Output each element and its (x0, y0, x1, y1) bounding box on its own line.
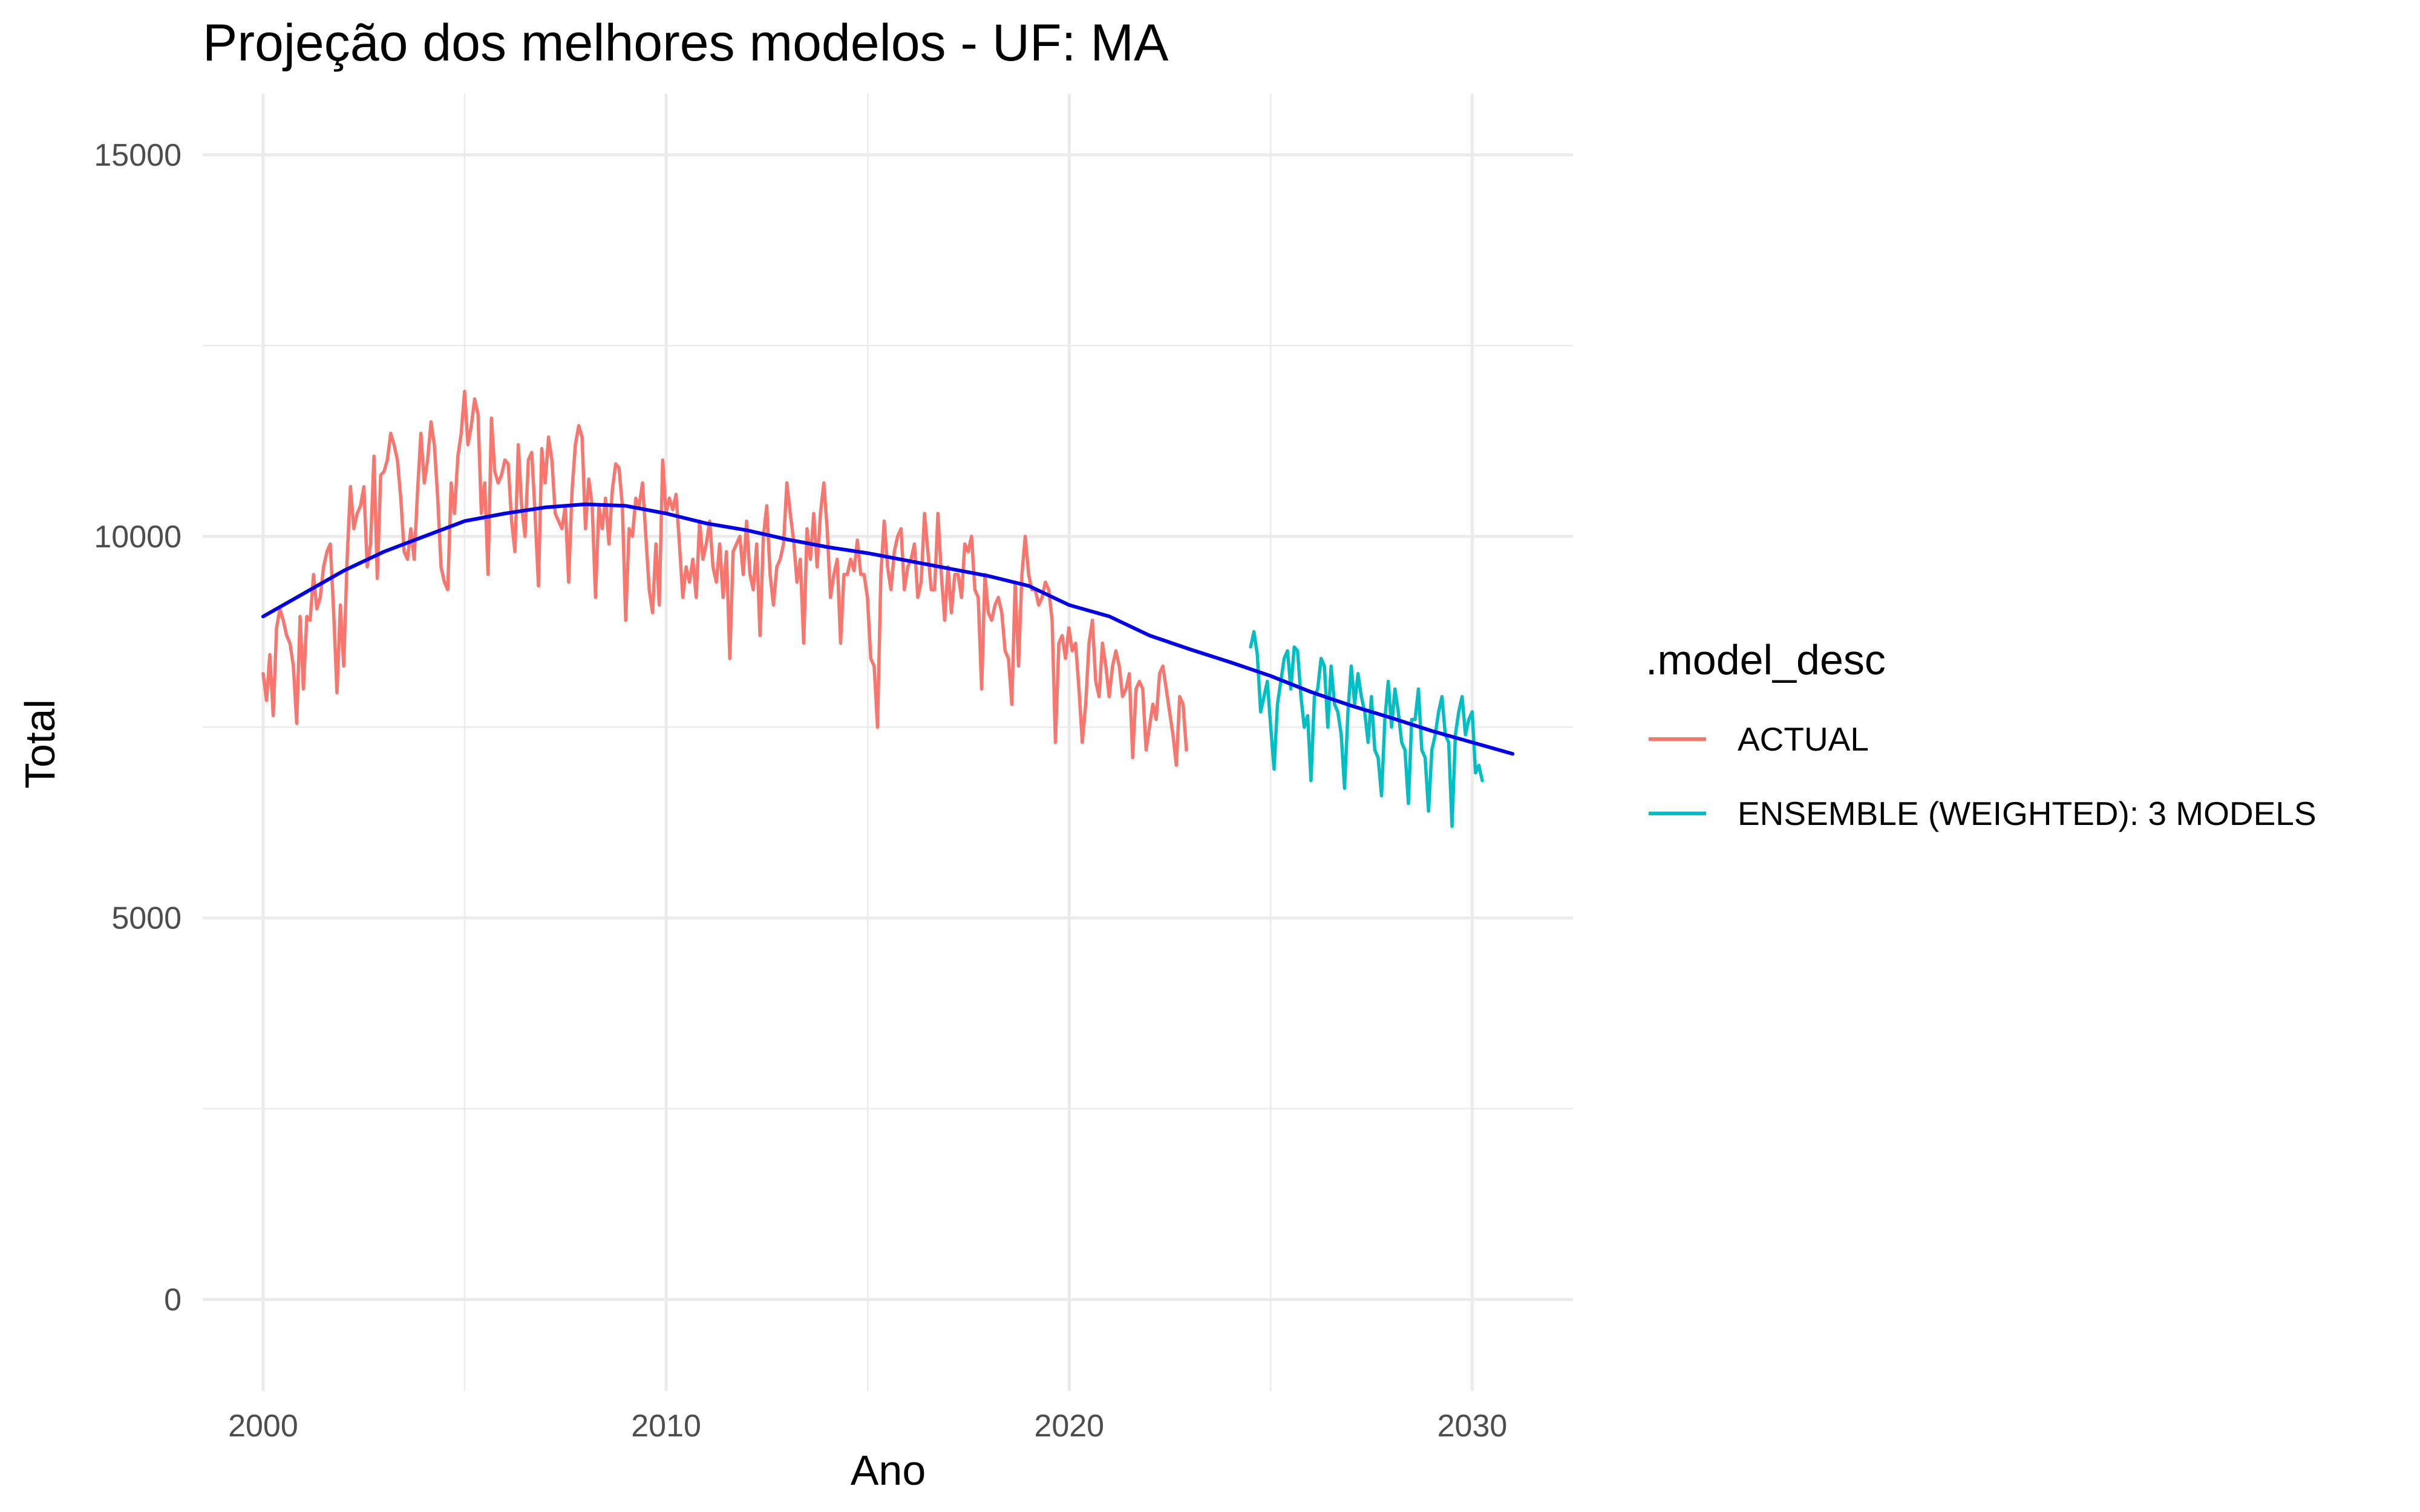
legend: .model_desc ACTUAL ENSEMBLE (WEIGHTED): … (1646, 636, 2317, 832)
series-line-actual (261, 389, 1188, 767)
y-axis-title: Total (16, 699, 64, 789)
y-tick-label: 15000 (94, 138, 182, 173)
x-tick-label: 2020 (1034, 1409, 1104, 1444)
x-tick-label: 2030 (1437, 1409, 1508, 1444)
y-tick-label: 0 (164, 1283, 182, 1318)
chart-title: Projeção dos melhores modelos - UF: MA (203, 14, 1169, 72)
legend-item-actual: ACTUAL (1649, 720, 1869, 758)
series-line-ensemble-weighted-3-models (1249, 630, 1484, 829)
series-layer (261, 389, 1515, 829)
legend-item-ensemble: ENSEMBLE (WEIGHTED): 3 MODELS (1649, 795, 2317, 832)
legend-title: .model_desc (1646, 636, 1886, 683)
y-tick-label: 10000 (94, 520, 182, 555)
tick-labels: 0 5000 10000 15000 2000 2010 2020 2030 (94, 138, 1507, 1444)
x-tick-label: 2000 (228, 1409, 298, 1444)
trend-line (261, 502, 1515, 756)
x-tick-label: 2010 (631, 1409, 701, 1444)
y-tick-label: 5000 (111, 901, 182, 936)
x-axis-title: Ano (851, 1447, 926, 1494)
legend-label-actual: ACTUAL (1738, 720, 1869, 758)
legend-label-ensemble: ENSEMBLE (WEIGHTED): 3 MODELS (1738, 795, 2317, 832)
